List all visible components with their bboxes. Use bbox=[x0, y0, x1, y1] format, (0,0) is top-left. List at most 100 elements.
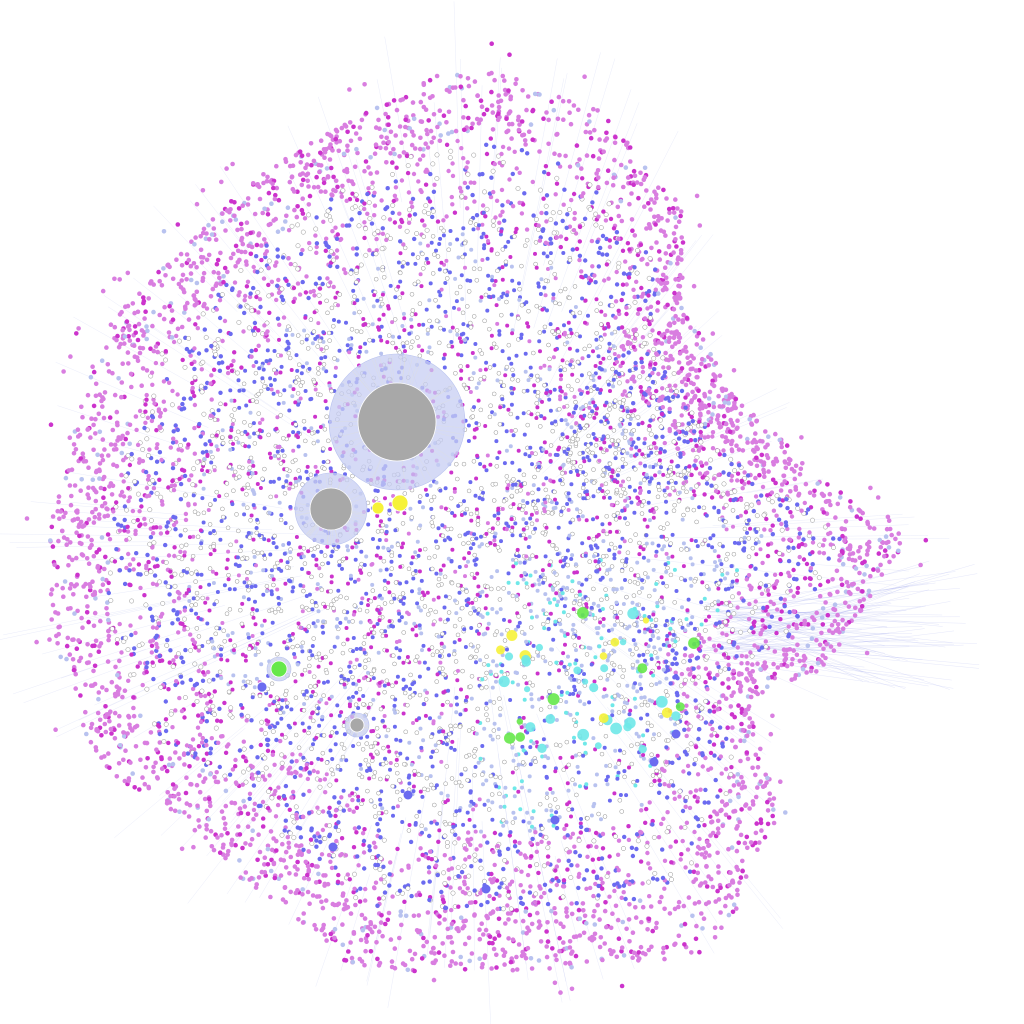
graph-node bbox=[240, 685, 246, 691]
graph-node bbox=[600, 522, 605, 527]
graph-node bbox=[385, 774, 390, 780]
graph-node bbox=[207, 566, 213, 571]
graph-node bbox=[510, 593, 516, 599]
graph-node bbox=[584, 478, 589, 483]
graph-node bbox=[576, 885, 581, 891]
graph-node bbox=[690, 389, 695, 395]
graph-node bbox=[151, 309, 156, 315]
graph-node bbox=[470, 600, 475, 605]
graph-node bbox=[316, 809, 322, 815]
graph-node bbox=[466, 830, 471, 835]
graph-node bbox=[340, 650, 346, 656]
graph-node bbox=[312, 310, 317, 315]
graph-node bbox=[629, 845, 635, 850]
graph-node bbox=[727, 883, 732, 888]
graph-node bbox=[283, 735, 288, 740]
graph-node bbox=[365, 933, 370, 938]
graph-node bbox=[464, 695, 469, 699]
graph-node bbox=[477, 348, 483, 353]
graph-node bbox=[725, 492, 731, 497]
graph-node bbox=[572, 394, 577, 399]
graph-node bbox=[490, 800, 495, 805]
graph-node bbox=[703, 680, 708, 685]
graph-node bbox=[459, 376, 463, 381]
graph-node bbox=[88, 652, 93, 658]
edge bbox=[536, 713, 635, 969]
graph-node bbox=[495, 545, 501, 550]
graph-node bbox=[400, 324, 405, 328]
graph-node bbox=[401, 630, 406, 635]
edge bbox=[651, 798, 715, 890]
graph-node bbox=[350, 619, 355, 624]
graph-node bbox=[204, 823, 209, 828]
graph-node bbox=[490, 110, 496, 115]
graph-node bbox=[453, 832, 458, 837]
graph-node bbox=[556, 525, 561, 530]
graph-node bbox=[673, 670, 678, 675]
edge bbox=[94, 615, 298, 706]
graph-node bbox=[142, 516, 147, 522]
graph-node bbox=[803, 481, 809, 487]
graph-node bbox=[612, 545, 618, 551]
graph-node bbox=[208, 746, 214, 751]
graph-node bbox=[471, 152, 477, 158]
graph-node bbox=[460, 889, 466, 895]
graph-node bbox=[574, 658, 579, 663]
graph-node bbox=[548, 661, 553, 666]
edge bbox=[531, 130, 679, 420]
graph-node bbox=[252, 211, 258, 217]
graph-node bbox=[831, 536, 836, 541]
graph-node bbox=[670, 344, 675, 350]
graph-node bbox=[489, 247, 494, 252]
graph-node bbox=[454, 328, 460, 333]
graph-node bbox=[646, 879, 651, 885]
graph-node bbox=[485, 256, 490, 261]
graph-node bbox=[573, 400, 578, 405]
graph-node bbox=[286, 845, 292, 850]
graph-node bbox=[436, 576, 442, 582]
edge bbox=[133, 277, 227, 351]
graph-node bbox=[296, 444, 301, 449]
graph-node bbox=[573, 850, 578, 855]
graph-node bbox=[643, 250, 649, 255]
graph-node bbox=[315, 586, 320, 591]
graph-node bbox=[119, 650, 124, 655]
graph-node bbox=[354, 647, 359, 651]
graph-node bbox=[625, 521, 630, 526]
graph-node bbox=[413, 312, 418, 317]
graph-node bbox=[203, 835, 208, 840]
graph-node bbox=[341, 267, 347, 272]
graph-node bbox=[620, 558, 625, 564]
graph-node bbox=[416, 857, 421, 862]
graph-node bbox=[570, 777, 575, 782]
graph-node bbox=[472, 79, 478, 84]
graph-node bbox=[566, 99, 572, 104]
graph-node bbox=[612, 791, 617, 796]
graph-node bbox=[282, 453, 287, 459]
graph-node bbox=[69, 493, 74, 499]
graph-node bbox=[183, 527, 188, 533]
edge bbox=[582, 102, 640, 249]
graph-node bbox=[290, 789, 296, 795]
graph-node bbox=[797, 554, 802, 560]
graph-node bbox=[97, 429, 103, 435]
graph-node bbox=[494, 663, 499, 668]
graph-node bbox=[269, 387, 274, 392]
graph-node bbox=[664, 676, 669, 681]
graph-node bbox=[417, 660, 422, 665]
graph-node bbox=[838, 490, 843, 495]
graph-node bbox=[289, 223, 295, 229]
graph-node bbox=[384, 524, 389, 529]
graph-node bbox=[664, 196, 669, 201]
graph-node bbox=[771, 807, 776, 812]
graph-node bbox=[657, 899, 663, 905]
graph-node bbox=[654, 450, 659, 456]
graph-node bbox=[631, 374, 636, 379]
graph-node bbox=[104, 687, 109, 693]
graph-node bbox=[636, 436, 641, 441]
graph-node bbox=[204, 231, 209, 236]
graph-node bbox=[229, 428, 234, 433]
graph-node bbox=[585, 385, 589, 390]
graph-node bbox=[381, 762, 386, 767]
graph-node bbox=[656, 291, 661, 296]
